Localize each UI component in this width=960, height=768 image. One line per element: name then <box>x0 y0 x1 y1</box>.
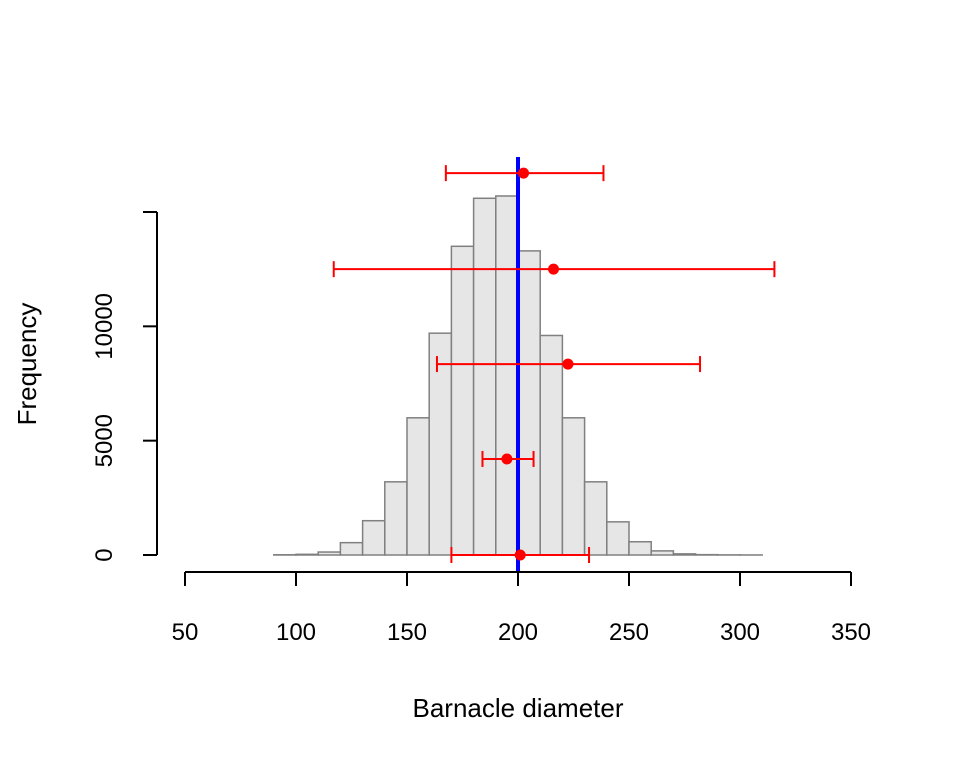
interval-point <box>501 453 513 465</box>
y-tick-label: 5000 <box>91 414 118 467</box>
interval-point <box>548 263 560 275</box>
x-tick-label: 150 <box>387 619 427 646</box>
x-axis: 50 100 150 200 250 300 350 <box>172 571 871 646</box>
x-tick-label: 300 <box>720 619 760 646</box>
x-tick-label: 200 <box>498 619 538 646</box>
histogram-bar <box>317 551 342 556</box>
interval <box>435 356 702 373</box>
x-tick-label: 350 <box>831 619 871 646</box>
histogram-bar <box>561 417 586 556</box>
histogram-bar <box>517 250 541 556</box>
histogram-bar <box>539 334 564 556</box>
histogram-bar <box>672 553 697 556</box>
interval-point <box>518 167 530 179</box>
histogram-bar <box>495 195 519 556</box>
x-tick-label: 50 <box>172 619 199 646</box>
interval-point <box>514 549 526 561</box>
interval <box>481 450 535 467</box>
interval <box>444 165 605 182</box>
histogram-bar <box>428 332 453 556</box>
histogram-bar <box>606 521 630 556</box>
interval <box>332 261 776 278</box>
histogram-bar <box>628 540 652 556</box>
y-tick-label: 0 <box>91 548 118 561</box>
histogram-bar <box>384 481 408 556</box>
histogram-bar <box>583 481 608 556</box>
confidence-intervals <box>332 165 776 563</box>
histogram-bar <box>361 519 386 556</box>
x-tick-label: 250 <box>609 619 649 646</box>
histogram-bar <box>450 245 475 556</box>
histogram-bar <box>339 541 364 556</box>
histogram-bar <box>406 417 430 556</box>
histogram-bar <box>650 550 675 556</box>
x-tick-label: 100 <box>276 619 316 646</box>
interval-point <box>562 358 574 370</box>
x-axis-title: Barnacle diameter <box>413 693 624 723</box>
histogram-bar <box>295 553 319 556</box>
interval <box>450 547 591 563</box>
y-tick-label: 10000 <box>91 293 118 360</box>
histogram-bar <box>472 197 497 556</box>
y-axis-title: Frequency <box>12 303 42 426</box>
y-axis: 0 5000 10000 <box>91 211 158 562</box>
